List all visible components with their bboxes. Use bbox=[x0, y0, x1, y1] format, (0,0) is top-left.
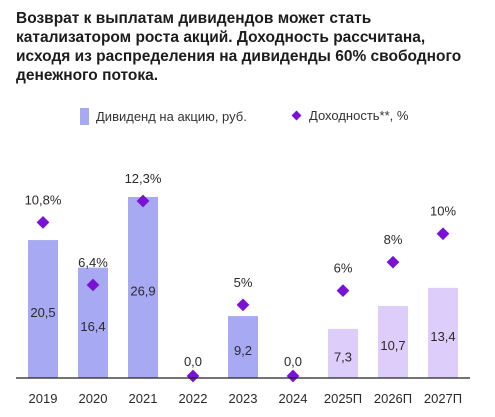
x-tick-label: 2022 bbox=[179, 391, 208, 406]
dividend-bar bbox=[378, 306, 408, 378]
dividend-value-label: 20,5 bbox=[30, 305, 55, 320]
legend-label-dividend: Дивиденд на акцию, руб. bbox=[96, 109, 247, 124]
title-line: денежного потока. bbox=[16, 67, 159, 84]
chart-title: Возврат к выплатам дивидендов может стат… bbox=[16, 9, 486, 85]
yield-marker bbox=[136, 194, 150, 208]
yield-marker bbox=[236, 298, 250, 312]
yield-value-label: 5% bbox=[234, 275, 253, 290]
x-tick-label: 2020 bbox=[79, 391, 108, 406]
dividend-value-label: 16,4 bbox=[80, 319, 105, 334]
dividend-bar bbox=[428, 287, 458, 378]
dividend-value-label: 13,4 bbox=[430, 329, 455, 344]
title-line: исходя из распределения на дивиденды 60%… bbox=[16, 48, 462, 65]
yield-marker bbox=[36, 215, 50, 229]
yield-marker bbox=[186, 369, 200, 383]
yield-value-label: 6,4% bbox=[78, 255, 108, 270]
dividend-value-label: 7,3 bbox=[334, 349, 352, 364]
yield-value-label: 12,3% bbox=[125, 171, 162, 186]
legend-label-yield: Доходность**, % bbox=[309, 108, 409, 123]
yield-marker bbox=[436, 227, 450, 241]
yield-marker bbox=[386, 255, 400, 269]
x-tick-label: 2024 bbox=[279, 391, 308, 406]
legend-item-yield: Доходность**, % bbox=[291, 108, 409, 123]
yield-value-label: 10% bbox=[430, 204, 456, 219]
title-line: Возврат к выплатам дивидендов может стат… bbox=[16, 10, 372, 27]
dividend-value-label: 26,9 bbox=[130, 284, 155, 299]
dividend-bar bbox=[28, 240, 58, 378]
title-line: катализатором роста акций. Доходность ра… bbox=[16, 29, 426, 46]
dividend-value-label: 9,2 bbox=[234, 343, 252, 358]
yield-value-label: 8% bbox=[384, 232, 403, 247]
dividend-bar bbox=[328, 328, 358, 378]
dividend-value-label: 10,7 bbox=[380, 338, 405, 353]
chart-legend: Дивиденд на акцию, руб. Доходность**, % bbox=[0, 108, 495, 128]
x-tick-label: 2019 bbox=[29, 391, 58, 406]
dividend-value-label: 0,0 bbox=[184, 354, 202, 369]
dividend-value-label: 0,0 bbox=[284, 354, 302, 369]
x-tick-label: 2027П bbox=[424, 391, 462, 406]
dividend-bar bbox=[228, 316, 258, 378]
x-tick-label: 2026П bbox=[374, 391, 412, 406]
yield-value-label: 10,8% bbox=[25, 192, 62, 207]
legend-swatch-bar bbox=[80, 108, 89, 125]
yield-marker bbox=[86, 278, 100, 292]
yield-marker bbox=[286, 369, 300, 383]
yield-marker bbox=[336, 284, 350, 297]
dividend-bar bbox=[128, 197, 158, 378]
x-tick-label: 2025П bbox=[324, 391, 362, 406]
legend-item-dividend: Дивиденд на акцию, руб. bbox=[80, 108, 247, 125]
yield-value-label: 6% bbox=[334, 261, 353, 276]
x-tick-label: 2023 bbox=[229, 391, 258, 406]
x-tick-label: 2021 bbox=[129, 391, 158, 406]
